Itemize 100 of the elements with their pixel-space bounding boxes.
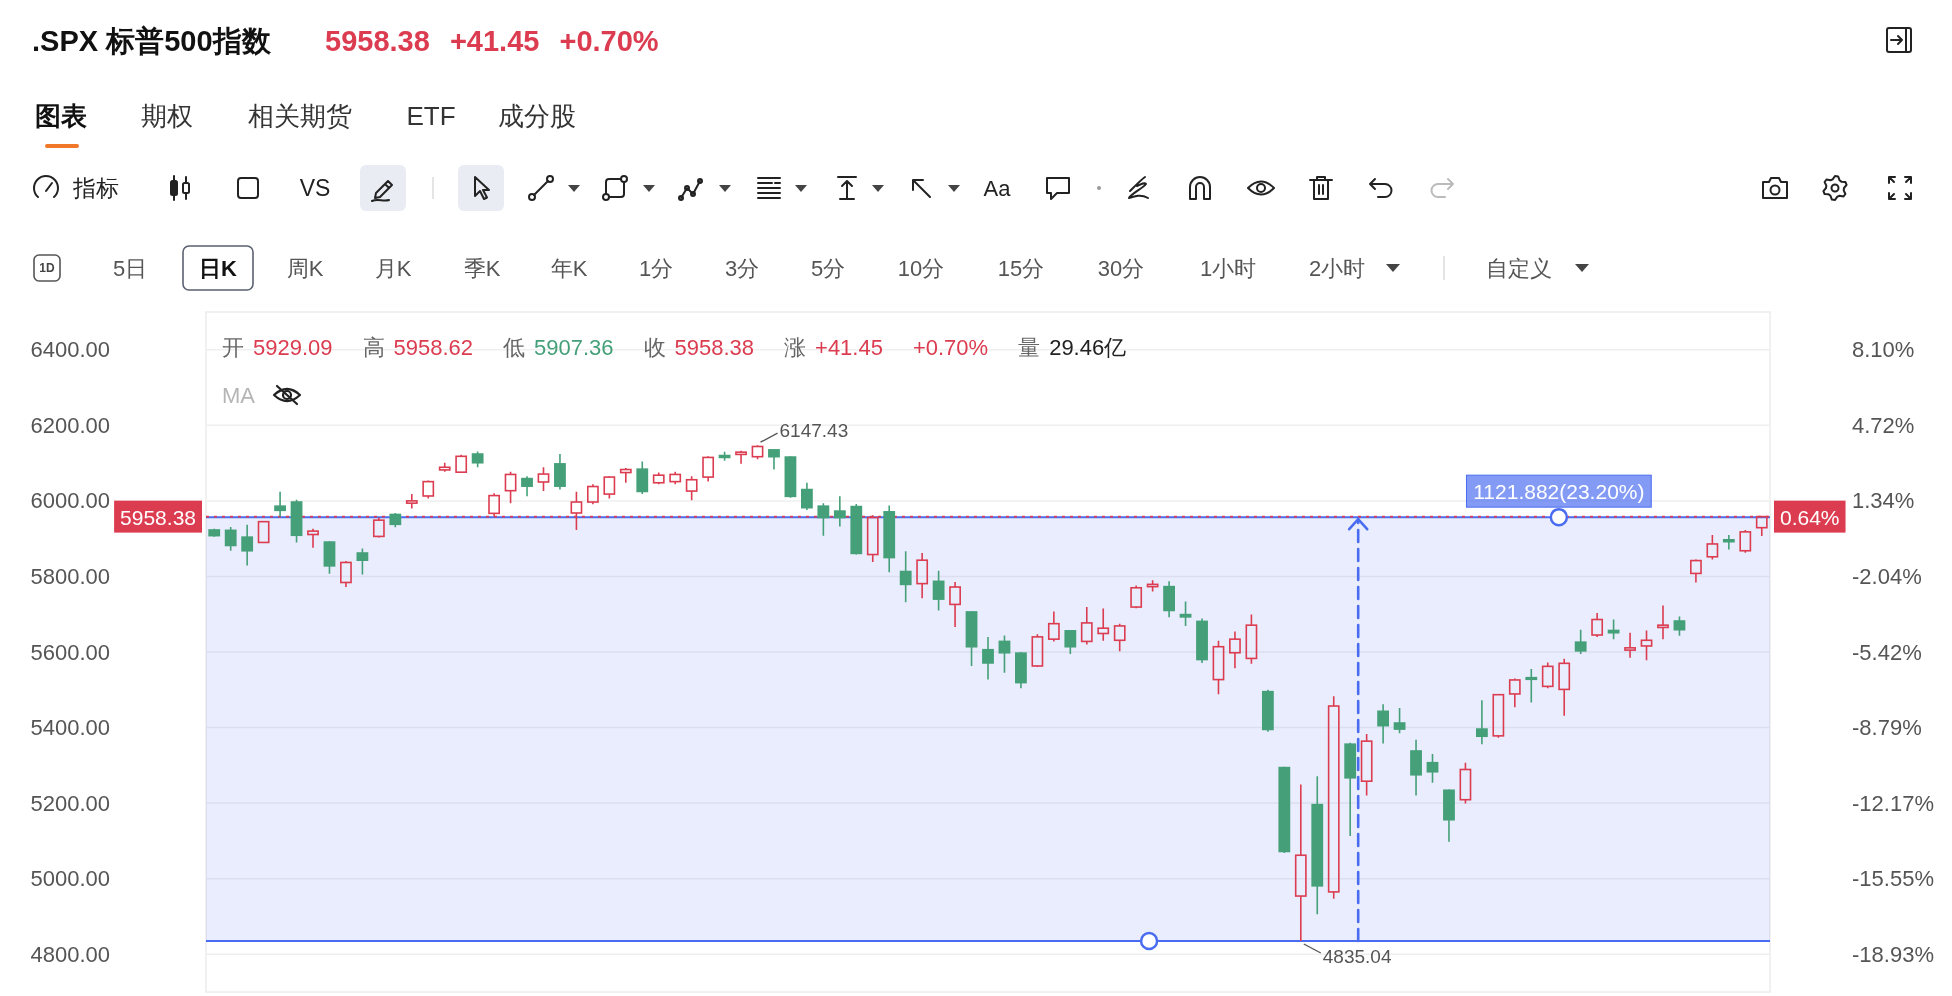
annotation: 4835.04 [1322,945,1392,967]
annotation: 5929.09 [253,334,333,360]
annotation: 开 [222,334,244,360]
candlestick [982,636,994,681]
text: 相关期货 [248,101,352,131]
annotation: 高 [362,334,385,360]
candlestick [932,569,945,612]
candlestick [1475,699,1488,745]
annotation: +0.70% [912,334,989,360]
candlestick [1624,631,1636,659]
candlestick [1640,629,1653,662]
candlestick [1426,753,1439,784]
candlestick [554,453,566,491]
candlestick [669,471,682,486]
y-tick-label: 5200.00 [30,790,110,816]
y-tick-label: 5800.00 [30,563,110,589]
text: 10分 [897,255,945,281]
y2-tick-label: -12.17% [1852,790,1934,816]
candlestick [257,520,270,544]
candlestick [307,528,319,549]
candlestick [801,481,813,511]
annotation: 6147.43 [779,419,849,441]
y-tick-label: 5600.00 [30,639,110,665]
text: 指标 [72,175,119,201]
text: 季K [463,255,501,281]
y2-tick-label: -5.42% [1852,639,1922,665]
candlestick [241,523,254,567]
candlestick [1591,612,1604,638]
candlestick [1212,639,1225,696]
candlestick [1229,630,1241,670]
y-tick-label: 6000.00 [30,488,110,514]
candlestick [636,460,649,495]
annotation: 5958.62 [393,334,474,360]
annotation: 涨 [784,334,807,360]
candlestick [1377,703,1390,745]
candlestick [702,456,715,483]
candlestick [883,504,896,574]
y-tick-label: 4800.00 [30,941,110,967]
candlestick [1163,580,1175,619]
candlestick [850,503,863,555]
chart-title: .SPX 标普500指数 [32,25,272,57]
candlestick [1097,607,1110,642]
candlestick [1657,604,1669,640]
text: ETF [406,101,456,131]
candlestick [340,560,352,588]
candlestick [1196,617,1208,664]
y2-tick-label: -8.79% [1852,714,1922,740]
candlestick [768,449,780,471]
y-tick-label: 5000.00 [30,866,110,892]
y2-tick-label: 8.10% [1852,337,1915,363]
candlestick [1508,677,1521,708]
text: 图表 [35,101,87,131]
text: 30分 [1097,255,1145,281]
y-tick-label: 5400.00 [30,715,110,741]
candlestick [1525,668,1538,704]
candlestick [1179,600,1192,627]
annotation: 5958.38 [674,334,755,360]
candlestick [1080,606,1093,646]
candlestick [1558,658,1571,717]
candlestick [817,502,830,537]
text: Aa [983,175,1012,201]
y2-tick-label: -2.04% [1852,564,1922,590]
candlestick [1344,741,1357,837]
text: 15分 [997,255,1045,281]
candlestick [1360,733,1373,797]
y-tick-label: 6200.00 [30,412,110,438]
band-label: 1121.882(23.20%) [1473,479,1645,503]
annotation: MA [222,382,256,408]
candlestick [1393,707,1406,735]
candlestick [1015,652,1027,690]
y2-tick-label: 4.72% [1852,412,1915,438]
text: 日K [199,255,238,281]
text: VS [299,175,331,201]
text: 周K [286,255,324,281]
annotation: +41.45 [815,334,883,360]
candlestick [735,449,747,465]
candlestick [998,634,1011,674]
candlestick [274,491,286,518]
text: 月K [374,255,412,281]
candlestick [833,495,846,528]
text: 1分 [638,255,674,281]
y2-tick-label: 1.34% [1852,488,1915,514]
candlestick [405,493,418,510]
annotation: 29.46亿 [1049,334,1127,360]
annotation: 低 [503,334,526,360]
text: 1小时 [1199,255,1257,281]
candlestick [899,550,912,603]
candlestick [916,552,929,600]
annotation: 量 [1018,334,1041,360]
candlestick [1311,775,1324,915]
candlestick [1047,610,1060,643]
candlestick [1113,622,1126,653]
chart-subtitle: 5958.38 +41.45 +0.70% [325,25,659,57]
text: 年K [550,255,588,281]
candlestick [1690,559,1702,584]
text: 0.64% [1779,505,1840,529]
text: 3分 [724,255,760,281]
candlestick [949,581,961,628]
candlestick [521,475,533,498]
text: 2小时 [1308,255,1366,281]
